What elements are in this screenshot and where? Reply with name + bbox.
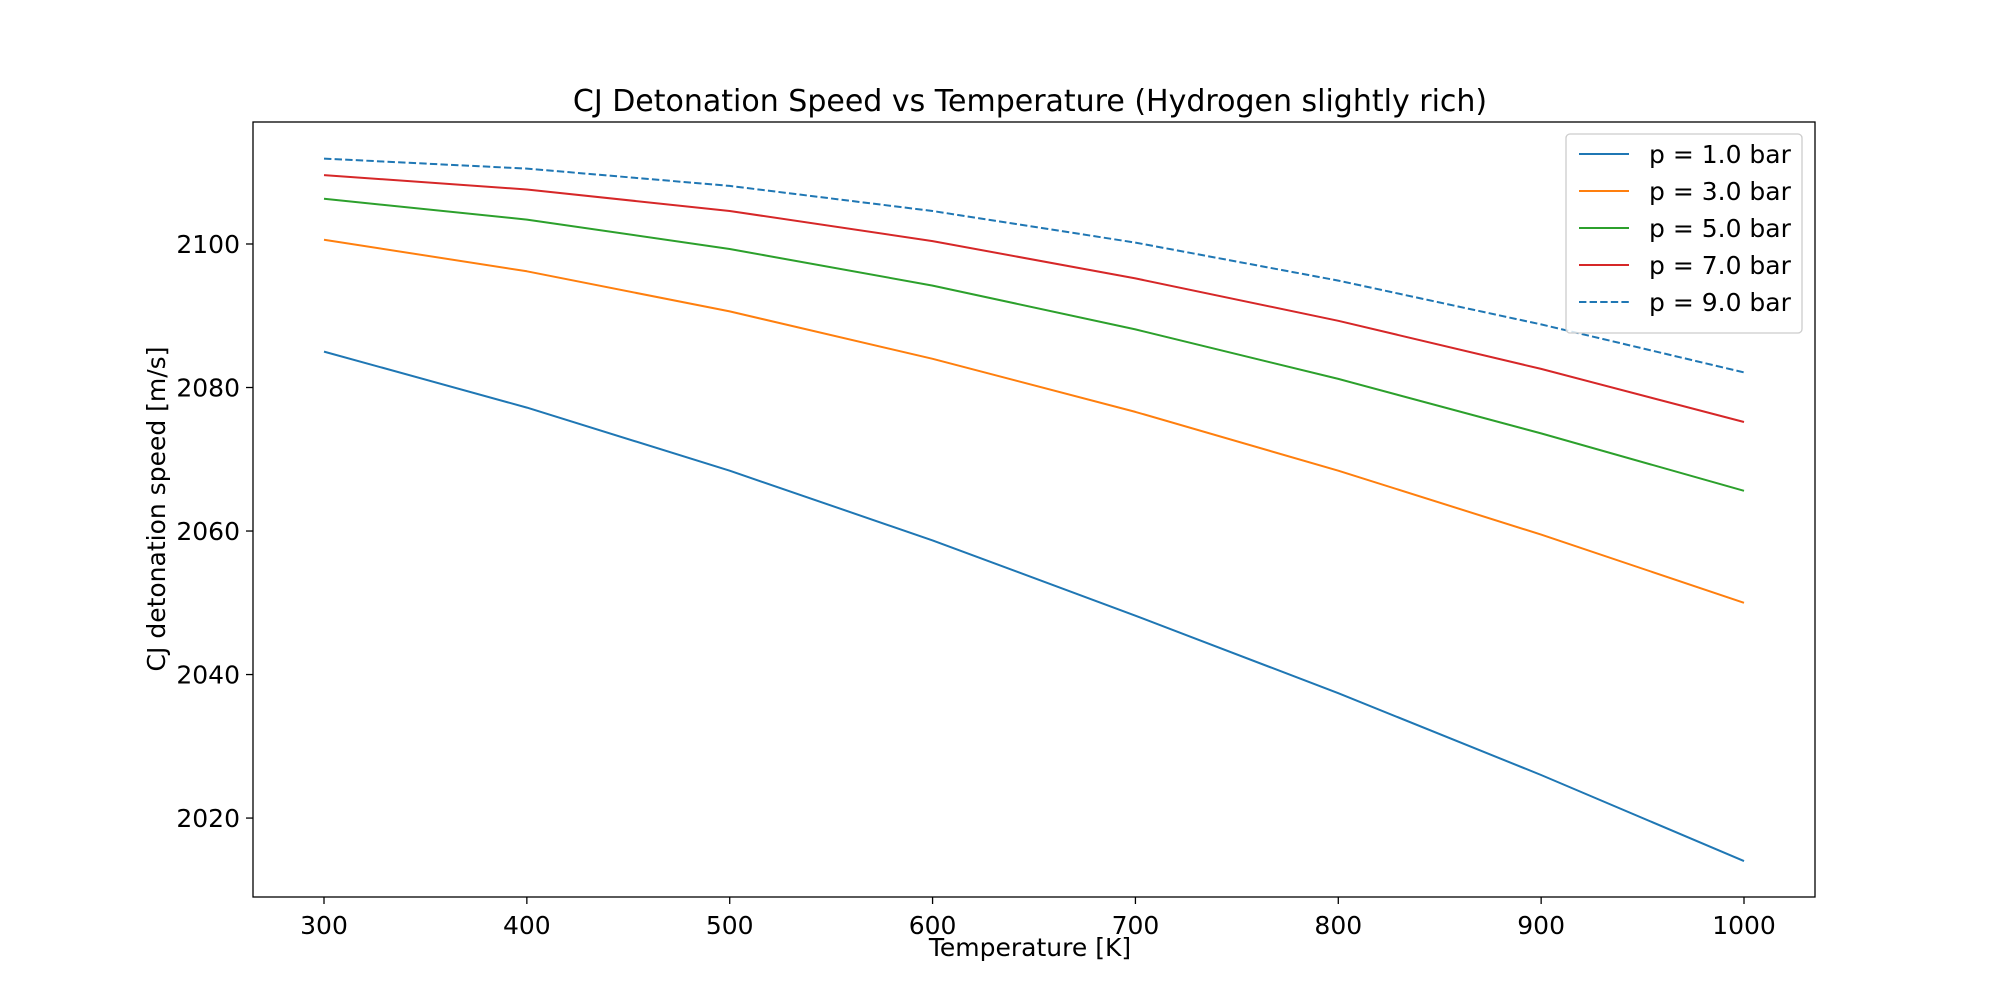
- series-line-2: [323, 238, 1745, 604]
- legend-label-3: p = 5.0 bar: [1649, 214, 1792, 243]
- series-line-1: [323, 350, 1745, 863]
- x-tick-label: 900: [1517, 911, 1565, 940]
- y-tick-label: 2040: [176, 661, 240, 690]
- series-line-3: [323, 197, 1745, 492]
- chart-title: CJ Detonation Speed vs Temperature (Hydr…: [573, 84, 1487, 119]
- x-tick-label: 800: [1314, 911, 1362, 940]
- y-tick-label: 2020: [176, 804, 240, 833]
- x-tick-label: 600: [909, 911, 957, 940]
- legend-label-1: p = 1.0 bar: [1649, 140, 1792, 169]
- x-tick-label: 700: [1112, 911, 1160, 940]
- x-axis-label: Temperature [K]: [928, 933, 1131, 962]
- legend: p = 1.0 bar p = 3.0 bar p = 5.0 bar p = 7.0…: [1565, 133, 1803, 334]
- legend-box: [1565, 133, 1803, 334]
- series-line-4: [323, 174, 1745, 423]
- y-tick-label: 2080: [176, 374, 240, 403]
- legend-label-2: p = 3.0 bar: [1649, 177, 1792, 206]
- y-axis-label: CJ detonation speed [m/s]: [142, 347, 171, 672]
- x-tick-label: 1000: [1712, 911, 1776, 940]
- y-tick-label: 2100: [176, 230, 240, 259]
- y-tick-label: 2060: [176, 517, 240, 546]
- legend-label-5: p = 9.0 bar: [1649, 288, 1792, 317]
- legend-label-4: p = 7.0 bar: [1649, 251, 1792, 280]
- plot-frame: [252, 121, 1816, 898]
- x-tick-label: 400: [503, 911, 551, 940]
- series-line-5: [323, 157, 1745, 374]
- x-tick-label: 300: [300, 911, 348, 940]
- x-tick-label: 500: [706, 911, 754, 940]
